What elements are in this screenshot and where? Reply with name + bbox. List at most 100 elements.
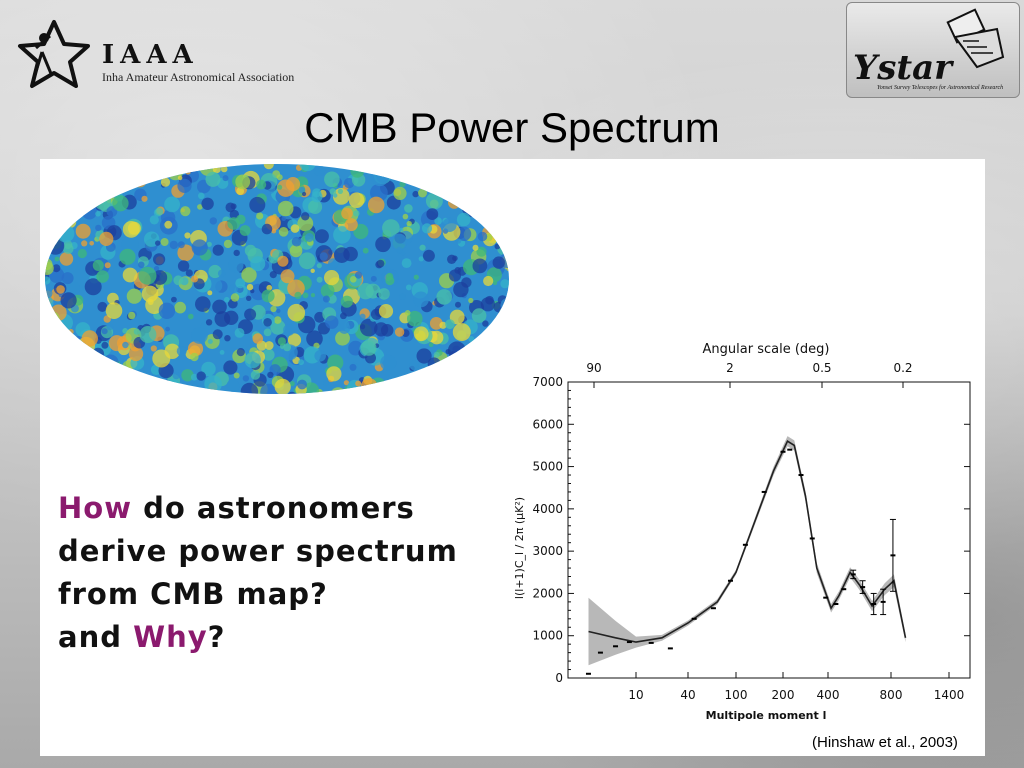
map-spot: [498, 231, 509, 249]
map-spot: [56, 331, 63, 339]
map-spot: [45, 363, 55, 378]
map-spot: [374, 322, 389, 337]
map-spot: [138, 266, 157, 285]
map-spot: [341, 207, 353, 220]
map-spot: [188, 313, 194, 320]
map-spot: [360, 378, 378, 394]
map-spot: [503, 164, 509, 177]
map-spot: [222, 175, 229, 182]
map-spot: [504, 305, 509, 311]
power-spectrum-chart: Angular scale (deg) Multipole moment l l…: [513, 342, 971, 722]
map-spot: [328, 258, 339, 269]
map-spot: [405, 284, 412, 291]
map-spot: [407, 310, 423, 327]
map-spot: [399, 293, 406, 300]
map-spot: [256, 179, 267, 190]
map-spot: [45, 261, 54, 276]
map-spot: [472, 244, 479, 251]
x-tick-label: 10: [628, 688, 643, 702]
map-spot: [456, 226, 472, 241]
map-spot: [314, 350, 327, 362]
map-spot: [74, 197, 80, 203]
map-spot: [452, 255, 458, 262]
map-spot: [385, 276, 395, 286]
map-spot: [196, 371, 206, 381]
map-spot: [306, 330, 323, 347]
map-spot: [266, 284, 273, 291]
map-spot: [59, 252, 74, 266]
map-spot: [439, 321, 447, 329]
map-spot: [45, 331, 56, 349]
map-spot: [370, 275, 377, 282]
map-spot: [350, 164, 365, 178]
map-spot: [50, 197, 63, 210]
y-tick-label: 1000: [532, 629, 563, 643]
map-spot: [415, 171, 420, 176]
map-spot: [79, 192, 86, 199]
map-spot: [298, 164, 317, 172]
map-spot: [416, 348, 432, 364]
map-spot: [229, 283, 239, 293]
plot-frame: [567, 381, 971, 679]
map-spot: [65, 339, 76, 351]
map-spot: [104, 262, 111, 269]
question-line-4-post: ?: [207, 620, 226, 654]
map-spot: [485, 211, 495, 221]
map-spot: [119, 390, 132, 394]
map-spot: [205, 171, 221, 187]
map-spot: [153, 381, 161, 389]
map-spot: [86, 382, 101, 394]
map-spot: [362, 247, 369, 254]
map-spot: [102, 354, 119, 371]
map-spot: [149, 215, 159, 225]
map-spot: [230, 293, 240, 302]
map-spot: [66, 281, 80, 295]
map-spot: [233, 372, 240, 379]
map-spot: [264, 341, 274, 350]
map-spot: [50, 238, 57, 245]
data-points-layer: [585, 448, 896, 675]
map-spot: [126, 288, 142, 304]
x-tick-label: 400: [817, 688, 840, 702]
map-spot: [367, 196, 385, 214]
map-spot: [122, 267, 138, 283]
map-spot: [343, 393, 350, 394]
map-spot: [419, 367, 434, 382]
map-spot: [333, 247, 350, 263]
map-spot: [146, 379, 156, 389]
map-spot: [49, 176, 56, 182]
map-spot: [485, 295, 494, 305]
map-spot: [483, 365, 497, 379]
map-spot: [289, 381, 295, 387]
map-spot: [348, 192, 365, 208]
map-spot: [380, 354, 397, 371]
map-spot: [95, 224, 102, 232]
map-spot: [308, 200, 323, 214]
map-spot: [177, 178, 192, 193]
map-spot: [242, 375, 250, 382]
map-spot: [273, 316, 282, 324]
map-spot: [339, 319, 350, 329]
x-tick-label: 800: [880, 688, 903, 702]
map-spot: [177, 241, 185, 249]
map-spot: [155, 207, 164, 216]
map-spot: [84, 278, 102, 296]
map-spot: [497, 360, 502, 365]
map-spot: [60, 164, 65, 170]
map-spot: [55, 203, 68, 215]
y-axis-label: l(l+1)C_l / 2π (μK²): [513, 497, 526, 599]
map-spot: [449, 309, 465, 325]
map-spot: [90, 374, 102, 386]
map-spot: [404, 310, 411, 316]
map-spot: [477, 174, 482, 179]
map-spot: [434, 217, 442, 225]
map-spot: [498, 236, 504, 242]
map-spot: [277, 184, 283, 190]
map-spot: [50, 353, 60, 362]
map-spot: [48, 312, 60, 324]
map-spot: [455, 301, 461, 308]
map-spot: [491, 323, 498, 330]
map-spot: [429, 317, 443, 330]
map-spot: [81, 240, 88, 247]
map-spot: [176, 346, 187, 357]
